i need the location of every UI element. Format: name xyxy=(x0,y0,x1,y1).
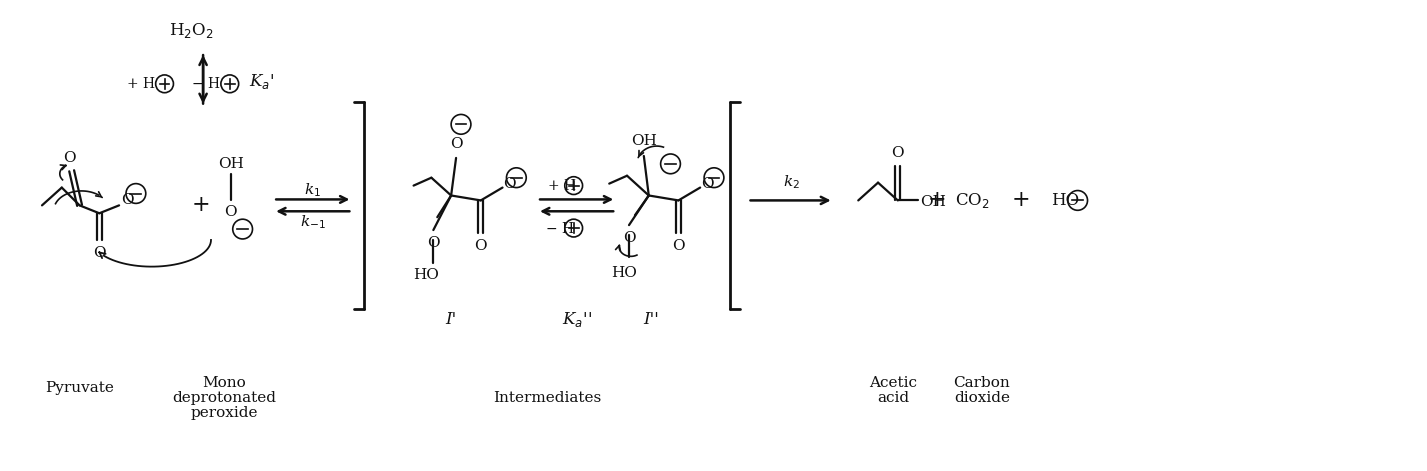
Text: +: + xyxy=(1012,189,1030,211)
Text: O: O xyxy=(504,177,517,191)
Text: +: + xyxy=(191,195,210,216)
Text: k$_1$: k$_1$ xyxy=(304,182,321,199)
Text: K$_a$'': K$_a$'' xyxy=(562,309,592,328)
Text: O: O xyxy=(701,177,714,191)
Text: O: O xyxy=(121,194,134,207)
Text: OH: OH xyxy=(920,195,946,210)
Text: O: O xyxy=(450,137,462,151)
Text: O: O xyxy=(93,246,106,260)
Text: deprotonated: deprotonated xyxy=(171,391,275,405)
Text: O: O xyxy=(474,239,487,253)
Text: $-$ H: $-$ H xyxy=(191,76,220,91)
Text: k$_2$: k$_2$ xyxy=(782,174,799,192)
Text: acid: acid xyxy=(876,391,909,405)
Text: O: O xyxy=(892,146,905,160)
Text: I': I' xyxy=(445,310,457,327)
Text: O: O xyxy=(63,151,76,165)
Text: K$_a$': K$_a$' xyxy=(248,73,274,91)
Text: HO: HO xyxy=(1050,192,1079,209)
Text: Pyruvate: Pyruvate xyxy=(46,381,114,395)
Text: Carbon: Carbon xyxy=(953,376,1010,390)
Text: OH: OH xyxy=(631,134,656,148)
Text: HO: HO xyxy=(611,266,636,280)
Text: $-$ H: $-$ H xyxy=(545,220,575,236)
Text: CO$_2$: CO$_2$ xyxy=(955,191,989,210)
Text: + H: + H xyxy=(127,77,154,91)
Text: k$_{-1}$: k$_{-1}$ xyxy=(300,213,325,231)
Text: O: O xyxy=(427,236,440,250)
Text: H$_2$O$_2$: H$_2$O$_2$ xyxy=(168,21,214,40)
Text: Mono: Mono xyxy=(203,376,245,390)
Text: OH: OH xyxy=(218,157,244,171)
Text: O: O xyxy=(622,231,635,245)
Text: HO: HO xyxy=(414,268,440,282)
Text: Acetic: Acetic xyxy=(869,376,918,390)
Text: Intermediates: Intermediates xyxy=(492,391,601,405)
Text: O: O xyxy=(672,239,685,253)
Text: I'': I'' xyxy=(642,310,659,327)
Text: + H: + H xyxy=(548,179,577,193)
Text: peroxide: peroxide xyxy=(190,406,258,420)
Text: +: + xyxy=(928,189,946,211)
Text: O: O xyxy=(224,205,237,219)
Text: dioxide: dioxide xyxy=(953,391,1010,405)
